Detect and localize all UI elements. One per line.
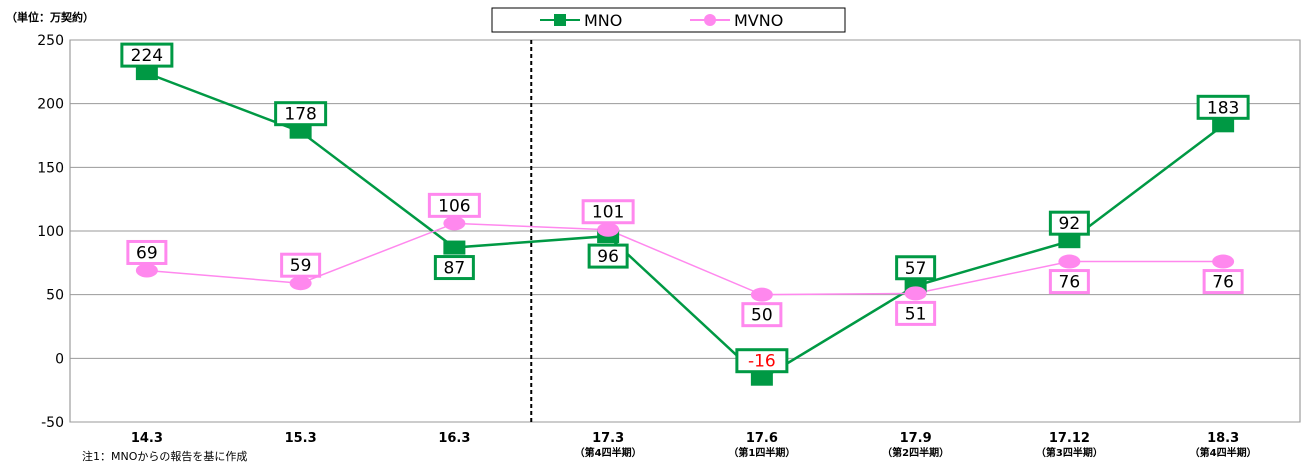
data-label-box-mvno bbox=[741, 302, 783, 328]
point-mvno bbox=[750, 287, 773, 302]
point-mno bbox=[1058, 234, 1081, 249]
x-tick-label: 17.12 bbox=[1049, 431, 1090, 446]
series-line-mno bbox=[146, 71, 1224, 381]
legend-label: MVNO bbox=[734, 11, 783, 30]
y-tick-label: 200 bbox=[37, 97, 64, 113]
unit-label: （単位：万契約） bbox=[6, 11, 94, 24]
y-tick-label: 150 bbox=[37, 160, 64, 176]
x-tick-label: 18.3 bbox=[1207, 431, 1239, 446]
x-tick-label: 15.3 bbox=[285, 431, 317, 446]
data-label-mvno: 69 bbox=[136, 243, 158, 263]
legend: MNO MVNO bbox=[491, 7, 846, 33]
data-label-mno: 96 bbox=[597, 247, 619, 267]
x-tick-sublabel: （第1四半期） bbox=[728, 446, 795, 459]
point-mvno bbox=[904, 286, 927, 301]
y-tick-label: 100 bbox=[37, 224, 64, 240]
data-label-box-mno bbox=[735, 348, 789, 374]
data-label-box-mno bbox=[433, 255, 475, 281]
data-label-mvno: 76 bbox=[1212, 273, 1234, 293]
data-label-mvno: 76 bbox=[1059, 273, 1081, 293]
point-mvno bbox=[289, 276, 312, 291]
point-mvno bbox=[1058, 254, 1081, 269]
x-tick-label: 17.9 bbox=[900, 431, 932, 446]
point-mno bbox=[1212, 118, 1235, 133]
x-tick-sublabel: （第4四半期） bbox=[575, 446, 642, 459]
data-label-box-mvno bbox=[1202, 269, 1244, 295]
y-tick-label: 50 bbox=[46, 288, 64, 304]
data-label-mno: 224 bbox=[131, 46, 163, 66]
point-mvno bbox=[1212, 254, 1235, 269]
data-label-box-mvno bbox=[581, 199, 635, 225]
point-mvno bbox=[443, 216, 466, 231]
data-label-mvno: 51 bbox=[905, 304, 927, 324]
legend-marker bbox=[704, 14, 716, 26]
data-label-mno: 183 bbox=[1207, 98, 1239, 118]
y-tick-label: 250 bbox=[37, 33, 64, 49]
data-label-mvno: 101 bbox=[592, 203, 624, 223]
data-label-box-mno bbox=[1048, 210, 1090, 236]
data-label-box-mno bbox=[895, 255, 937, 281]
data-label-box-mno bbox=[120, 42, 174, 68]
x-tick-label: 17.6 bbox=[746, 431, 778, 446]
data-label-mno: 57 bbox=[905, 259, 927, 279]
data-label-box-mvno bbox=[895, 300, 937, 326]
x-tick-sublabel: （第4四半期） bbox=[1190, 446, 1257, 459]
legend-marker bbox=[554, 14, 566, 26]
data-label-mno: 87 bbox=[444, 259, 466, 279]
point-mvno bbox=[135, 263, 158, 278]
data-label-mvno: 106 bbox=[438, 196, 470, 216]
x-tick-sublabel: （第3四半期） bbox=[1036, 446, 1103, 459]
x-tick-label: 16.3 bbox=[438, 431, 470, 446]
point-mno bbox=[443, 240, 466, 255]
data-label-box-mno bbox=[1196, 94, 1250, 120]
point-mvno bbox=[597, 222, 620, 237]
data-label-mvno: 50 bbox=[751, 306, 773, 326]
data-label-mno: 92 bbox=[1059, 214, 1081, 234]
data-label-box-mvno bbox=[427, 192, 481, 218]
x-tick-label: 17.3 bbox=[592, 431, 624, 446]
data-label-box-mvno bbox=[1048, 269, 1090, 295]
series-line-mvno bbox=[146, 222, 1224, 296]
data-label-mvno: 59 bbox=[290, 256, 312, 276]
point-mno bbox=[135, 66, 158, 81]
data-label-mno: 178 bbox=[284, 105, 316, 125]
point-mno bbox=[750, 371, 773, 386]
x-tick-label: 14.3 bbox=[131, 431, 163, 446]
y-tick-label: -50 bbox=[41, 415, 64, 431]
footnote: 注1：MNOからの報告を基に作成 bbox=[82, 450, 248, 463]
x-tick-sublabel: （第2四半期） bbox=[882, 446, 949, 459]
data-label-box-mno bbox=[587, 243, 629, 269]
y-tick-label: 0 bbox=[55, 351, 64, 367]
data-label-mno: -16 bbox=[748, 352, 776, 372]
point-mno bbox=[289, 124, 312, 139]
legend-label: MNO bbox=[584, 11, 622, 30]
data-label-box-mvno bbox=[126, 239, 168, 265]
data-label-box-mvno bbox=[280, 252, 322, 278]
data-label-box-mno bbox=[274, 101, 328, 127]
